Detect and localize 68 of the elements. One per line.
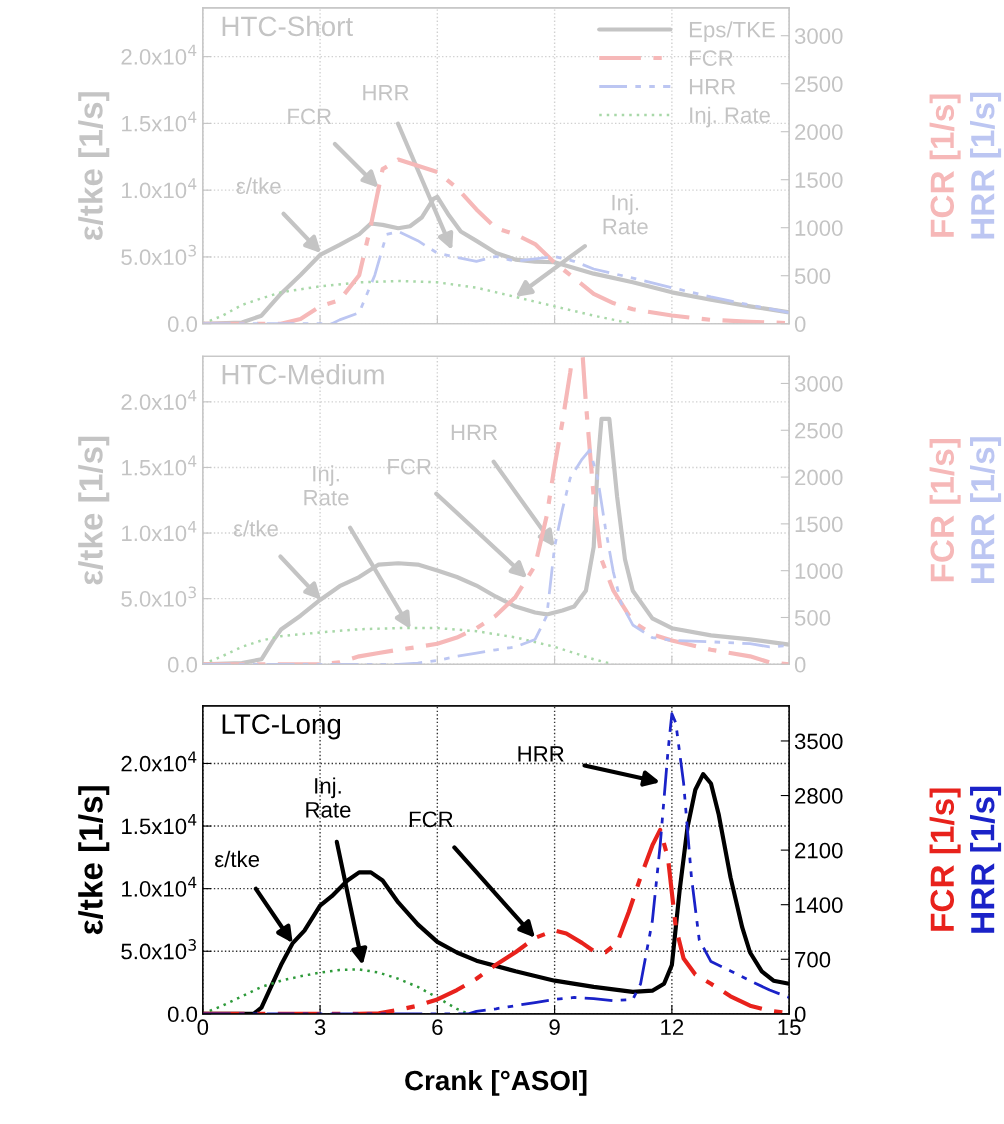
annotation: HRR — [518, 746, 564, 762]
y-axis-title: ε/tke [1/s] — [78, 786, 110, 935]
y2-tick-label: 3000 — [794, 375, 843, 392]
y-tick-label: 0.0 — [167, 316, 198, 332]
y2-tick-label: 3500 — [794, 733, 843, 750]
y2-tick-label: 0 — [794, 316, 806, 332]
x-tick-label: 0 — [197, 1019, 209, 1036]
y-tick-label: 1.0x10$^{4}$ — [122, 521, 197, 542]
y-axis-title: ε/tke [1/s] — [78, 92, 110, 241]
y-tick-label: 0.0 — [167, 1006, 198, 1023]
y2-tick-label: 1400 — [795, 897, 843, 913]
y2-tick-label: 1500 — [795, 516, 843, 533]
annotation: FCR — [388, 458, 431, 475]
annotation: FCR — [288, 108, 332, 125]
x-tick-label: 6 — [432, 1019, 443, 1036]
y2-axis-title: FCR [1/s] — [929, 94, 961, 237]
y2-tick-label: 500 — [794, 610, 831, 626]
annotation: HRR — [363, 85, 409, 101]
annotation: FCR — [409, 811, 453, 828]
legend-label: FCR — [689, 50, 733, 67]
y-tick-label: 1.5x10$^{4}$ — [122, 814, 197, 835]
legend-label: HRR — [689, 79, 736, 95]
y-tick-label: 1.5x10$^{4}$ — [122, 111, 197, 132]
y2-tick-label: 2000 — [795, 469, 843, 486]
annotation: Inj. Rate — [603, 194, 648, 235]
chart-title: HTC-Medium — [222, 364, 384, 385]
y-tick-label: 5.0x10$^{3}$ — [121, 586, 196, 607]
y2-tick-label: 1500 — [795, 172, 843, 188]
y-tick-label: 1.5x10$^{4}$ — [122, 455, 197, 476]
y-tick-label: 5.0x10$^{3}$ — [121, 939, 196, 960]
y-tick-label: 5.0x10$^{3}$ — [121, 244, 196, 266]
y-tick-label: 1.0x10$^{4}$ — [122, 178, 197, 199]
annotation: Inj. Rate — [306, 777, 351, 818]
annotation: ε/tke — [233, 520, 278, 537]
annotation: Inj. Rate — [304, 465, 349, 506]
x-tick-label: 3 — [314, 1019, 326, 1036]
annotation: HRR — [451, 424, 498, 441]
y-tick-label: 1.0x10$^{4}$ — [122, 876, 197, 897]
x-tick-label: 12 — [661, 1019, 684, 1035]
y-tick-label: 2.0x10$^{4}$ — [121, 389, 197, 410]
y2-tick-label: 2100 — [795, 842, 843, 859]
y-axis-title: ε/tke [1/s] — [78, 436, 110, 585]
y-tick-label: 2.0x10$^{4}$ — [121, 751, 197, 772]
legend-label: Eps/TKE — [689, 21, 775, 42]
y2-axis-title: FCR [1/s] — [929, 439, 961, 582]
y-tick-label: 0.0 — [167, 656, 198, 673]
x-tick-label: 9 — [549, 1019, 560, 1036]
y2-tick-label: 2000 — [795, 124, 843, 140]
y2-tick-label: 2500 — [795, 422, 843, 439]
y2-axis-title: FCR [1/s] — [929, 788, 961, 931]
y2-tick-label: 2800 — [795, 788, 843, 804]
x-axis-title: Crank [°ASOI] — [405, 1069, 587, 1096]
y2-tick-label: 500 — [794, 268, 831, 284]
annotation: ε/tke — [236, 177, 281, 194]
y2-tick-label: 0 — [794, 656, 806, 673]
chart-title: HTC-Short — [222, 15, 353, 37]
y2-tick-label: 1000 — [795, 563, 843, 579]
y2-tick-label: 3000 — [794, 28, 843, 44]
y2-tick-label: 700 — [795, 951, 831, 968]
y3-axis-title: HRR [1/s] — [970, 786, 1002, 933]
annotation: ε/tke — [215, 850, 260, 868]
y2-tick-label: 1000 — [795, 220, 843, 236]
y2-tick-label: 2500 — [795, 76, 843, 92]
y3-axis-title: HRR [1/s] — [970, 92, 1002, 239]
y3-axis-title: HRR [1/s] — [970, 437, 1002, 584]
y-tick-label: 2.0x10$^{4}$ — [121, 44, 197, 65]
legend-label: Inj. Rate — [690, 106, 770, 128]
chart-title: LTC-Long — [222, 714, 341, 740]
